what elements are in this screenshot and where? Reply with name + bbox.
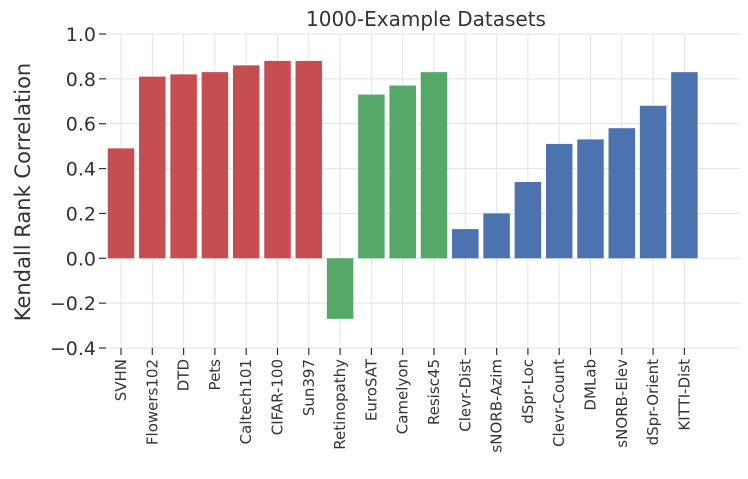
y-tick-label: −0.2	[50, 293, 96, 315]
x-tick-label: Sun397	[300, 359, 318, 416]
bar-camelyon	[389, 85, 416, 259]
bars	[107, 60, 698, 319]
y-tick-label: 0.0	[66, 248, 96, 270]
bar-resisc45	[420, 72, 448, 259]
x-tick-label: DMLab	[582, 359, 600, 411]
bar-clevr-dist	[452, 229, 479, 259]
bar-dtd	[170, 74, 197, 259]
bar-caltech101	[232, 65, 260, 259]
bar-pets	[201, 72, 229, 259]
x-tick-label: EuroSAT	[362, 358, 380, 421]
x-tick-label: Pets	[206, 359, 224, 391]
x-tick-label: Retinopathy	[331, 359, 349, 450]
y-tick-label: 1.0	[66, 24, 96, 46]
bar-kitti-dist	[671, 72, 698, 259]
x-tick-label: sNORB-Elev	[613, 359, 631, 448]
bar-sun397	[295, 60, 323, 259]
x-tick-label: Clevr-Dist	[456, 359, 474, 432]
bar-snorb-azim	[483, 213, 510, 259]
x-tick-label: Camelyon	[394, 359, 412, 434]
y-tick-label: −0.4	[50, 338, 96, 360]
bar-dspr-orient	[639, 105, 667, 259]
y-tick-label: 0.8	[66, 69, 96, 91]
x-tick-label: Resisc45	[425, 359, 443, 425]
x-tick-label: Clevr-Count	[550, 359, 568, 447]
bar-dmlab	[577, 139, 604, 259]
x-tick-label: KITTI-Dist	[675, 359, 693, 431]
x-tick-label: DTD	[175, 359, 193, 391]
bar-eurosat	[358, 94, 385, 259]
y-axis-title: Kendall Rank Correlation	[11, 63, 35, 321]
x-axis-ticks: SVHN Flowers102 DTD Pets Caltech101 CIFAR-100…	[112, 348, 693, 453]
x-tick-label: sNORB-Azim	[488, 359, 506, 453]
x-tick-label: dSpr-Loc	[519, 359, 537, 424]
bar-cifar-100	[264, 60, 291, 259]
x-tick-label: SVHN	[112, 359, 130, 401]
y-axis-ticks: −0.4 −0.2 0.0 0.2 0.4 0.6 0.8 1.0	[50, 24, 106, 360]
x-tick-label: dSpr-Orient	[644, 359, 662, 445]
bar-clevr-count	[545, 143, 573, 259]
bar-dspr-loc	[514, 182, 542, 259]
x-tick-label: CIFAR-100	[269, 359, 287, 435]
x-tick-label: Caltech101	[237, 359, 255, 444]
bar-svhn	[107, 148, 135, 259]
y-tick-label: 0.2	[66, 203, 96, 225]
bar-flowers102	[139, 76, 166, 259]
y-tick-label: 0.4	[66, 159, 96, 181]
bar-snorb-elev	[608, 128, 636, 259]
chart-title: 1000-Example Datasets	[306, 7, 546, 31]
x-tick-label: Flowers102	[143, 359, 161, 445]
y-tick-label: 0.6	[66, 114, 96, 136]
bar-retinopathy	[326, 258, 354, 319]
